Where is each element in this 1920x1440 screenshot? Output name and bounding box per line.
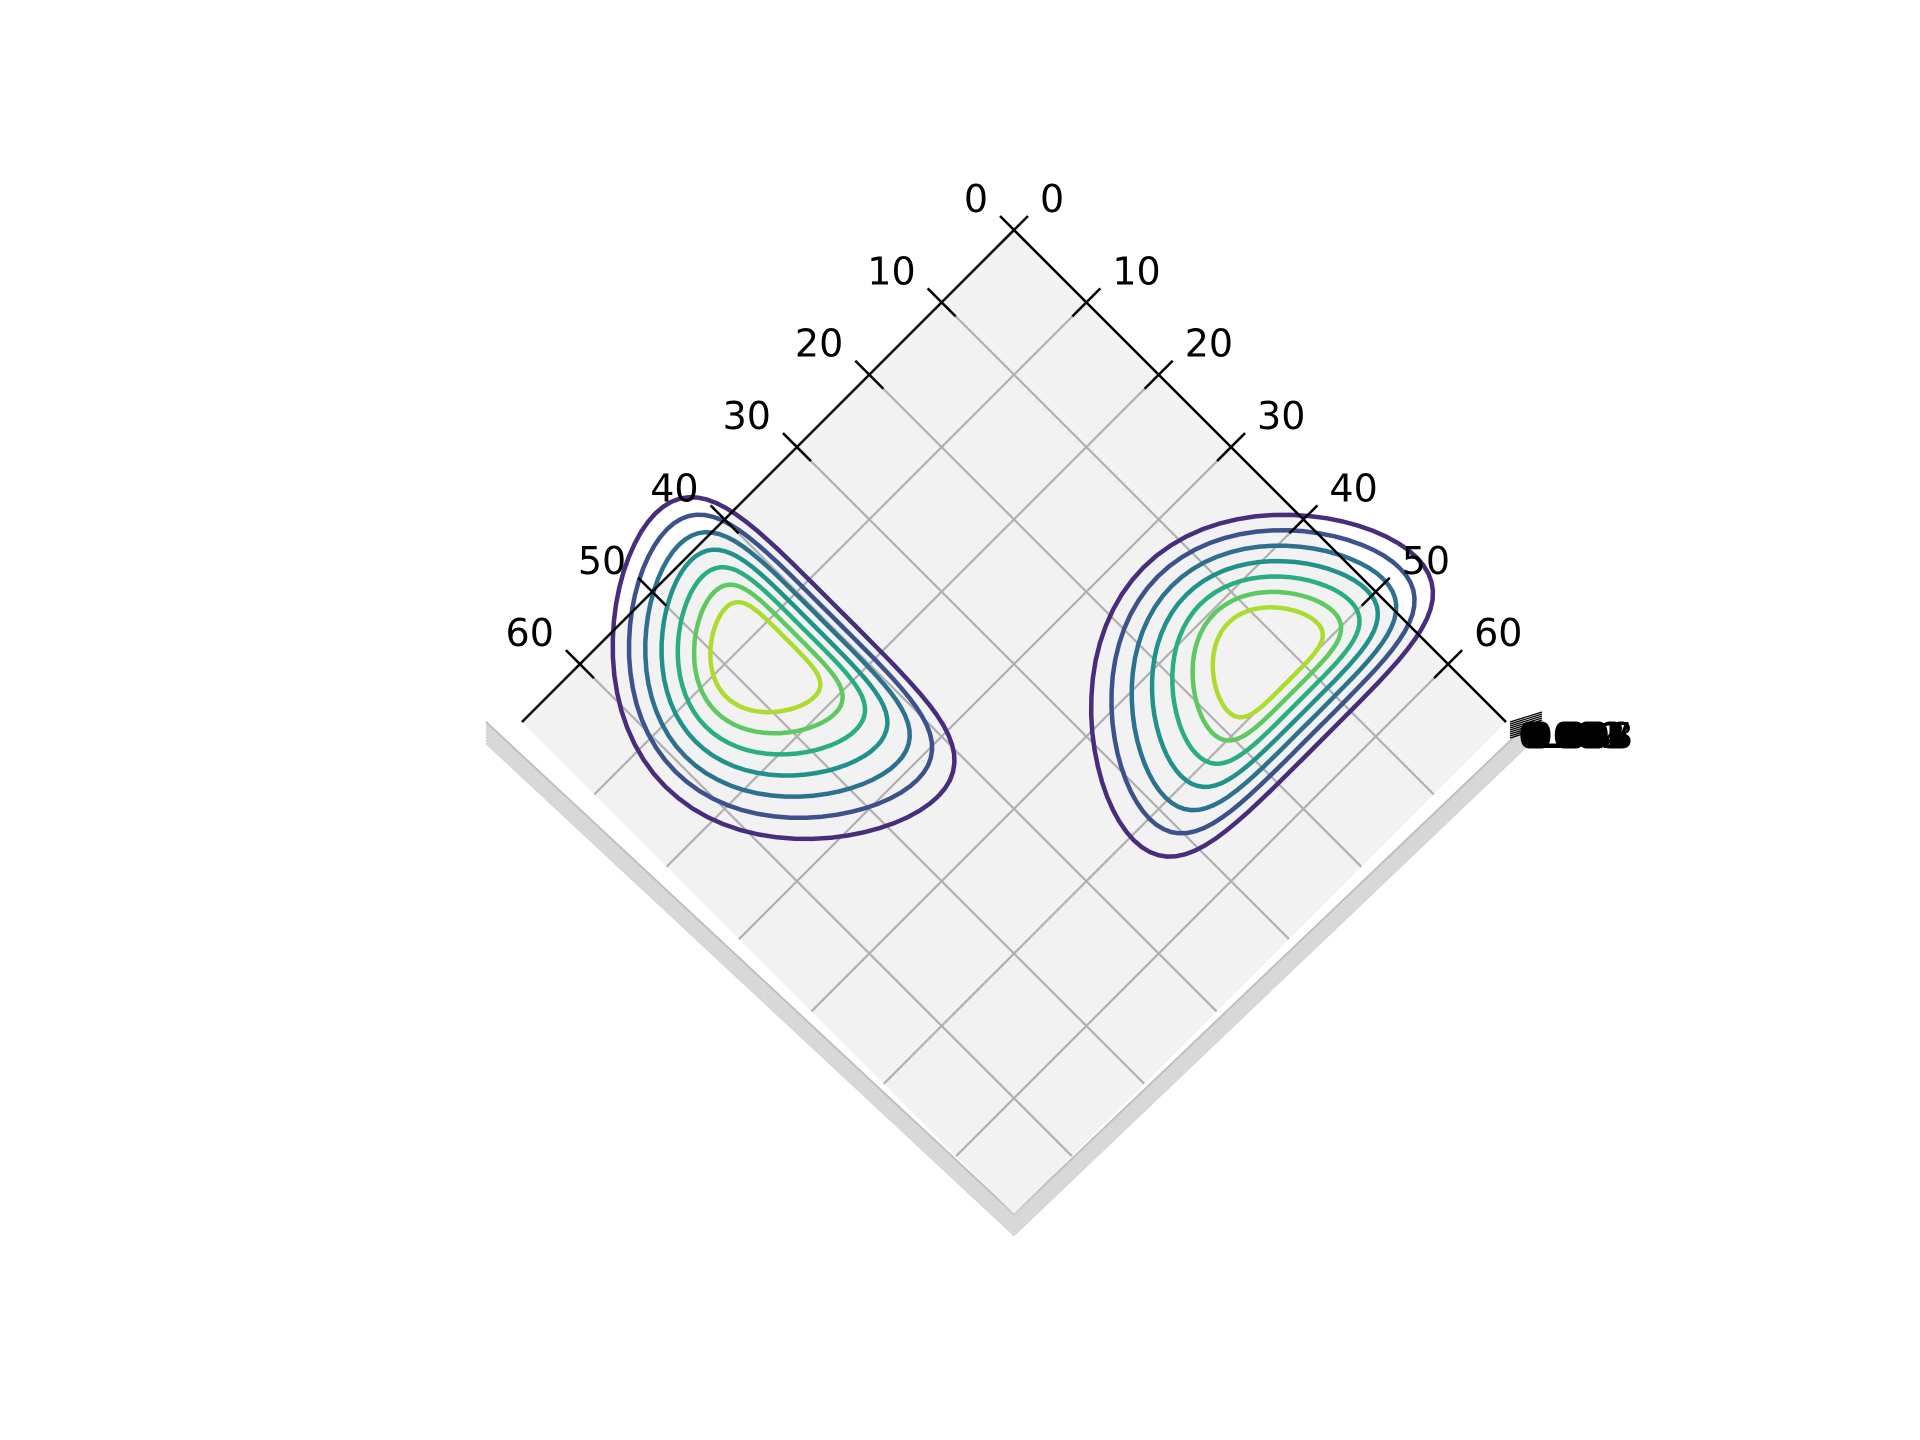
left-tick-label-30: 30 <box>723 394 771 438</box>
z-tick-3 <box>1509 717 1543 729</box>
z-tick-6 <box>1509 723 1543 735</box>
left-blob-level-3 <box>1129 543 1399 813</box>
tick-labels: 0 10 20 30 40 50 60 0 10 20 30 40 50 60 0.0000.0010.00… <box>506 177 1634 757</box>
right-blob-level-5 <box>675 564 868 757</box>
gridline-right-60 <box>955 663 1449 1157</box>
right-blob-level-6 <box>691 582 845 736</box>
z-tick-0 <box>1509 711 1543 723</box>
pane-edge <box>485 739 1531 1234</box>
contour-lines <box>610 494 1436 859</box>
z-tick-7 <box>1509 725 1543 737</box>
left-blob-level-6 <box>1190 589 1344 743</box>
pane-edge <box>485 730 1531 1225</box>
z-tick-5 <box>1509 721 1543 733</box>
right-tick-10 <box>1071 287 1102 318</box>
pane-edge <box>485 733 1531 1228</box>
left-tick-label-40: 40 <box>650 466 698 510</box>
right-tick-label-40: 40 <box>1329 466 1377 510</box>
left-tick-60 <box>564 649 595 680</box>
left-tick-label-10: 10 <box>867 249 915 293</box>
z-tick-label-3: 0.003 <box>1523 716 1626 757</box>
right-tick-label-0: 0 <box>1040 177 1064 221</box>
gridline-right-40 <box>810 518 1305 1013</box>
right-tick-60 <box>1433 649 1464 680</box>
pane-edge <box>485 736 1531 1231</box>
right-tick-30 <box>1216 432 1246 462</box>
left-blob-level-5 <box>1170 574 1362 766</box>
left-blob-level-6 <box>1210 605 1325 720</box>
right-tick-label-10: 10 <box>1112 249 1160 293</box>
z-tick-label-6: 0.006 <box>1527 716 1630 757</box>
axes <box>521 215 1543 739</box>
left-blob-level-1 <box>1088 512 1436 859</box>
z-tick-label-5: 0.005 <box>1526 716 1629 757</box>
gridline-right-20 <box>665 373 1160 868</box>
gridline-left-50 <box>651 590 1146 1085</box>
gridline-right-30 <box>738 446 1232 940</box>
z-tick-label-4: 0.004 <box>1524 716 1627 757</box>
left-tick-label-20: 20 <box>795 322 843 366</box>
z-tick-1 <box>1509 713 1543 725</box>
right-blob-level-2 <box>626 512 935 820</box>
right-axis <box>1013 229 1507 723</box>
left-axis <box>521 229 1015 723</box>
gridline-left-30 <box>796 446 1290 940</box>
right-tick-20 <box>1143 359 1174 390</box>
right-tick-40 <box>1288 504 1319 535</box>
right-tick-label-50: 50 <box>1402 539 1450 583</box>
left-tick-40 <box>709 504 740 535</box>
right-blob-level-1 <box>610 494 957 842</box>
left-tick-50 <box>637 576 668 607</box>
z-tick-2 <box>1509 715 1543 727</box>
right-tick-label-60: 60 <box>1474 611 1522 655</box>
gridline-left-60 <box>579 663 1073 1157</box>
left-blob-level-4 <box>1149 558 1381 790</box>
left-tick-label-60: 60 <box>506 611 554 655</box>
z-tick-label-8: 0.008 <box>1530 716 1633 757</box>
pane-edge <box>485 724 1531 1219</box>
z-tick-label-2: 0.002 <box>1521 716 1624 757</box>
left-tick-label-0: 0 <box>964 177 988 221</box>
pane-edge <box>485 742 1531 1237</box>
left-blob-level-2 <box>1109 528 1417 836</box>
right-tick-50 <box>1360 576 1391 607</box>
z-tick-8 <box>1509 727 1543 739</box>
right-blob-level-6 <box>708 599 823 715</box>
left-tick-20 <box>854 359 885 390</box>
pane-edge <box>485 727 1531 1222</box>
z-tick-label-1: 0.001 <box>1520 716 1623 757</box>
right-blob-level-4 <box>659 547 890 778</box>
left-tick-30 <box>782 432 812 462</box>
right-blob-level-3 <box>643 529 912 799</box>
right-tick-label-30: 30 <box>1257 394 1305 438</box>
right-tick-0 <box>999 215 1029 245</box>
left-tick-10 <box>926 287 957 318</box>
pane-face <box>522 230 1506 1214</box>
z-tick-4 <box>1509 719 1543 731</box>
left-tick-label-50: 50 <box>578 539 626 583</box>
z-tick-label-7: 0.007 <box>1529 716 1632 757</box>
z-tick-label-0: 0.000 <box>1518 716 1621 757</box>
right-tick-label-20: 20 <box>1185 322 1233 366</box>
